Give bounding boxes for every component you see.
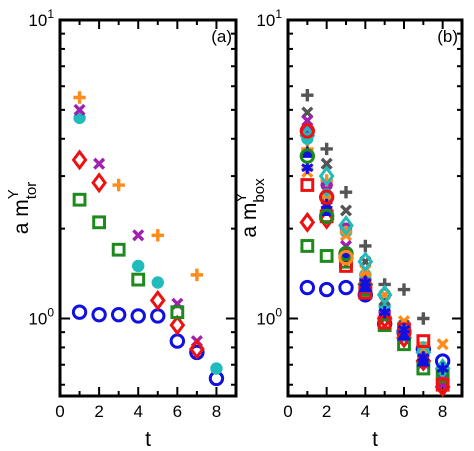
data-point — [339, 204, 353, 217]
data-point — [300, 239, 315, 253]
data-point — [358, 279, 373, 292]
series-15 — [299, 123, 335, 205]
data-point — [396, 327, 412, 341]
data-point — [318, 208, 335, 224]
data-point — [378, 305, 391, 319]
data-point — [151, 276, 164, 289]
data-point — [299, 279, 316, 296]
panel-label: (a) — [211, 27, 232, 46]
data-point — [190, 268, 204, 282]
data-point — [359, 239, 372, 253]
y-tick-label: 100 — [28, 305, 54, 328]
data-point — [435, 377, 450, 392]
y-axis-label: a mYbox — [233, 178, 268, 238]
data-point — [93, 157, 106, 170]
x-axis-label: t — [145, 428, 151, 451]
plot-frame — [58, 18, 238, 398]
x-tick-label: 6 — [399, 402, 408, 421]
data-point — [417, 312, 430, 325]
x-tick-label: 0 — [55, 402, 64, 421]
data-point — [301, 88, 314, 102]
series-2 — [73, 91, 204, 282]
panel-b: 0 2 4 6 8 100 101 t a mYbox (b) — [233, 7, 464, 451]
data-point — [338, 214, 354, 236]
y-tick-label: 101 — [256, 7, 282, 30]
data-point — [71, 149, 88, 171]
y-tick-label: 100 — [256, 305, 282, 328]
data-point — [320, 157, 333, 170]
data-point — [111, 242, 126, 257]
data-point — [91, 172, 107, 194]
x-tick-label: 2 — [94, 402, 103, 421]
data-point — [318, 165, 335, 187]
data-point — [301, 114, 314, 127]
data-point — [130, 308, 146, 324]
data-point — [131, 272, 146, 287]
data-point — [189, 338, 205, 360]
x-tick-label: 4 — [361, 402, 370, 421]
panel-a: 0 2 4 6 8 100 101 t a mYtor (a) — [5, 7, 238, 451]
data-point — [416, 334, 431, 349]
series-4 — [71, 149, 205, 360]
data-point — [132, 229, 145, 242]
data-point — [92, 215, 107, 230]
data-point — [357, 251, 374, 273]
plot-frame — [286, 18, 464, 398]
x-axis-label: t — [372, 428, 378, 451]
data-point — [299, 123, 316, 139]
data-point — [132, 259, 145, 273]
data-point — [210, 362, 223, 375]
data-point — [338, 279, 354, 296]
panel-label: (b) — [437, 27, 458, 46]
data-point — [72, 192, 87, 207]
x-tick-label: 0 — [283, 402, 292, 421]
data-point — [436, 338, 449, 351]
data-point — [300, 178, 315, 192]
data-point — [299, 148, 316, 164]
data-point — [151, 229, 164, 242]
data-point — [149, 289, 166, 311]
series-5 — [72, 192, 185, 320]
data-point — [91, 306, 107, 323]
data-point — [170, 305, 185, 320]
series-1 — [73, 111, 223, 375]
x-tick-label: 8 — [212, 402, 221, 421]
data-point — [150, 308, 166, 324]
x-tick-label: 4 — [133, 402, 142, 421]
data-point — [73, 103, 86, 116]
x-tick-label: 8 — [438, 402, 447, 421]
data-point — [318, 281, 335, 298]
x-tick-label: 6 — [173, 402, 182, 421]
data-point — [299, 125, 316, 147]
data-point — [169, 333, 186, 349]
y-axis-label: a mYtor — [5, 182, 40, 235]
data-point — [299, 211, 316, 233]
data-point — [169, 314, 186, 336]
data-point — [338, 249, 354, 266]
data-point — [319, 249, 334, 263]
data-point — [318, 189, 335, 205]
data-point — [397, 283, 411, 296]
data-point — [112, 178, 125, 192]
series-16 — [338, 249, 354, 266]
data-point — [73, 91, 86, 104]
data-point — [320, 142, 333, 156]
y-tick-label: 101 — [28, 7, 54, 30]
data-point — [376, 284, 393, 306]
data-point — [416, 353, 431, 367]
data-point — [110, 306, 127, 323]
data-point — [71, 304, 88, 320]
data-point — [436, 362, 449, 375]
x-tick-label: 2 — [322, 402, 331, 421]
data-point — [339, 185, 353, 199]
